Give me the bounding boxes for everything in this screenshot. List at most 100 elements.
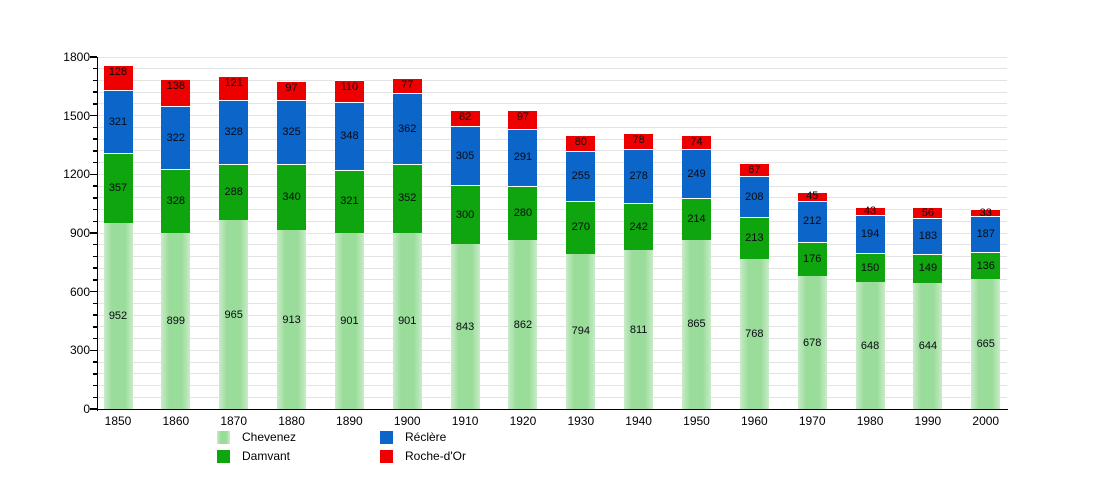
x-axis-tick-label: 1850	[104, 414, 132, 428]
bar-value-label: 128	[108, 66, 128, 79]
bar-value-label: 183	[918, 230, 938, 243]
y-axis-minor-tick	[93, 67, 97, 70]
bar-value-label: 665	[976, 337, 995, 350]
y-axis-minor-tick	[93, 337, 97, 340]
bar-value-label: 78	[632, 134, 645, 147]
bar-value-label: 270	[571, 221, 590, 234]
bar-value-label: 678	[803, 336, 822, 349]
bar-segment-damvant-1940	[624, 203, 654, 251]
legend-label: Chevenez	[242, 430, 297, 444]
bar-segment-damvant-1880	[277, 163, 307, 231]
bar-segment-chevenez-1970	[797, 276, 827, 409]
gridline	[98, 150, 1007, 152]
bar-value-label: 648	[860, 339, 880, 352]
bar-segment-roche-d-or-1960	[739, 163, 769, 177]
y-axis-major-tick	[90, 56, 97, 58]
y-axis-major-tick	[90, 232, 97, 234]
x-axis-tick-label: 1960	[740, 414, 768, 428]
gridline	[98, 267, 1007, 269]
gridline	[98, 68, 1007, 70]
y-axis-minor-tick	[93, 243, 97, 246]
bar-segment-damvant-1930	[566, 200, 596, 254]
bar-segment-r-cl-re-1930	[566, 151, 596, 201]
y-axis-minor-tick	[93, 220, 97, 223]
y-axis-line	[96, 57, 99, 411]
bar-segment-chevenez-1950	[682, 239, 711, 409]
bar-value-label: 322	[166, 131, 186, 144]
bar-segment-r-cl-re-1900	[392, 93, 422, 164]
bar-value-label: 110	[340, 81, 359, 94]
legend-swatch-roche-d-or	[380, 450, 393, 463]
y-axis-minor-tick	[93, 314, 97, 316]
bar-segment-roche-d-or-1980	[855, 206, 885, 215]
gridline	[98, 349, 1007, 351]
x-axis-tick-label: 1950	[683, 414, 710, 428]
bar-segment-chevenez-1910	[450, 244, 480, 409]
bar-value-label: 280	[513, 207, 533, 220]
bar-segment-r-cl-re-1850	[103, 90, 133, 153]
bar-segment-r-cl-re-1910	[450, 125, 480, 186]
bar-segment-roche-d-or-1920	[508, 109, 538, 129]
legend-label: Réclère	[405, 430, 447, 444]
bar-segment-chevenez-1980	[855, 282, 885, 409]
bar-value-label: 138	[166, 80, 186, 93]
bar-segment-roche-d-or-1940	[624, 133, 654, 149]
bar-value-label: 362	[398, 122, 417, 135]
x-axis-tick-label: 1930	[567, 414, 595, 428]
bar-segment-chevenez-1860	[161, 233, 191, 409]
bar-segment-roche-d-or-1880	[277, 81, 307, 101]
bar-value-label: 305	[455, 149, 475, 162]
bar-value-label: 965	[224, 308, 243, 321]
bar-value-label: 794	[571, 325, 590, 338]
gridline	[98, 396, 1007, 398]
bar-value-label: 67	[748, 163, 761, 176]
y-axis-minor-tick	[93, 161, 97, 164]
bar-value-label: 77	[401, 79, 414, 92]
bar-segment-chevenez-1960	[739, 258, 769, 409]
y-axis-minor-tick	[93, 79, 97, 82]
bar-value-label: 913	[282, 313, 301, 326]
bar-segment-roche-d-or-1910	[450, 109, 480, 126]
legend-swatch-chevenez	[217, 431, 230, 444]
bar-value-label: 255	[571, 169, 590, 182]
bar-segment-roche-d-or-1990	[913, 207, 943, 219]
legend-label: Damvant	[242, 449, 291, 463]
y-axis-minor-tick	[93, 185, 97, 187]
bar-segment-roche-d-or-2000	[971, 209, 1001, 216]
x-axis-line	[93, 408, 1008, 411]
bar-value-label: 288	[224, 186, 243, 199]
bar-value-label: 357	[108, 181, 128, 194]
bar-value-label: 208	[745, 190, 764, 203]
y-axis-tick-label: 900	[69, 226, 90, 240]
bar-value-label: 33	[979, 206, 992, 219]
gridline	[98, 373, 1007, 375]
y-axis-tick-label: 1800	[63, 50, 90, 64]
bar-segment-damvant-1950	[682, 197, 711, 240]
y-axis-minor-tick	[93, 103, 97, 105]
bar-segment-r-cl-re-1860	[161, 106, 191, 170]
gridline	[98, 56, 1007, 58]
bar-value-label: 242	[629, 220, 648, 233]
bar-value-label: 176	[803, 253, 822, 266]
bar-value-label: 862	[513, 318, 533, 331]
y-axis-tick-label: 600	[69, 284, 90, 299]
bar-value-label: 249	[687, 167, 706, 180]
bar-segment-chevenez-1850	[103, 222, 133, 409]
y-axis-minor-tick	[93, 302, 97, 305]
bar-segment-r-cl-re-1960	[739, 176, 769, 218]
bar-segment-damvant-1890	[334, 170, 364, 233]
bar-segment-damvant-1920	[508, 185, 538, 241]
gridline	[98, 173, 1007, 175]
bar-value-label: 194	[860, 227, 880, 240]
x-axis-tick-label: 1970	[798, 414, 826, 428]
bar-segment-damvant-1970	[797, 241, 827, 277]
x-axis-tick-label: 1990	[914, 414, 942, 428]
bar-value-label: 901	[398, 314, 417, 327]
gridline	[98, 244, 1007, 246]
bar-value-label: 899	[166, 315, 186, 328]
y-axis-minor-tick	[93, 197, 97, 199]
legend-swatch-r-cl-re	[380, 431, 393, 444]
y-axis-minor-tick	[93, 384, 97, 387]
y-axis-minor-tick	[93, 150, 97, 152]
y-axis-minor-tick	[93, 361, 97, 363]
